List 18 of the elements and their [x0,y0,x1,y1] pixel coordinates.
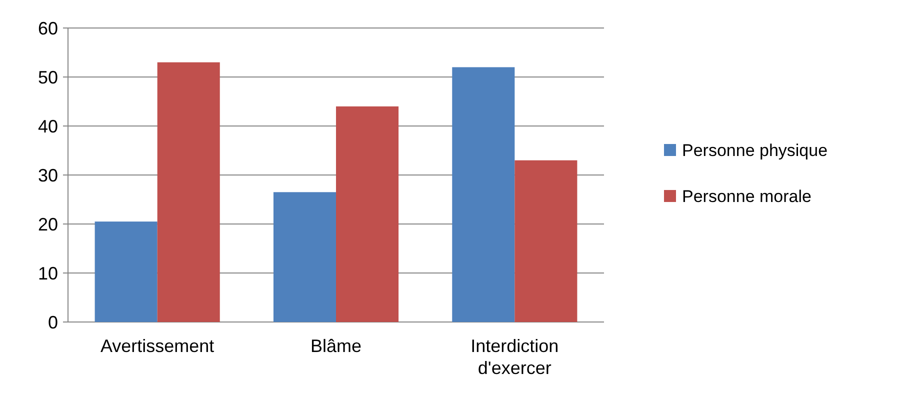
legend-label: Personne physique [682,140,828,160]
bar [273,192,336,322]
x-tick-label: Avertissement [100,336,214,356]
bar [452,67,515,322]
bar [94,222,158,322]
y-tick-label: 0 [48,312,58,332]
y-tick-label: 10 [38,263,58,284]
y-tick-label: 20 [38,214,58,234]
legend-label: Personne morale [682,186,812,206]
bar [514,160,578,322]
x-tick-label: Interdiction d'exercer [470,336,559,378]
y-tick-label: 60 [38,18,58,38]
y-tick-label: 50 [38,67,58,88]
y-tick-label: 30 [38,165,58,186]
bar [336,106,399,322]
x-tick-label: Blâme [310,336,362,356]
bar [157,62,220,322]
y-tick-label: 40 [38,116,58,136]
